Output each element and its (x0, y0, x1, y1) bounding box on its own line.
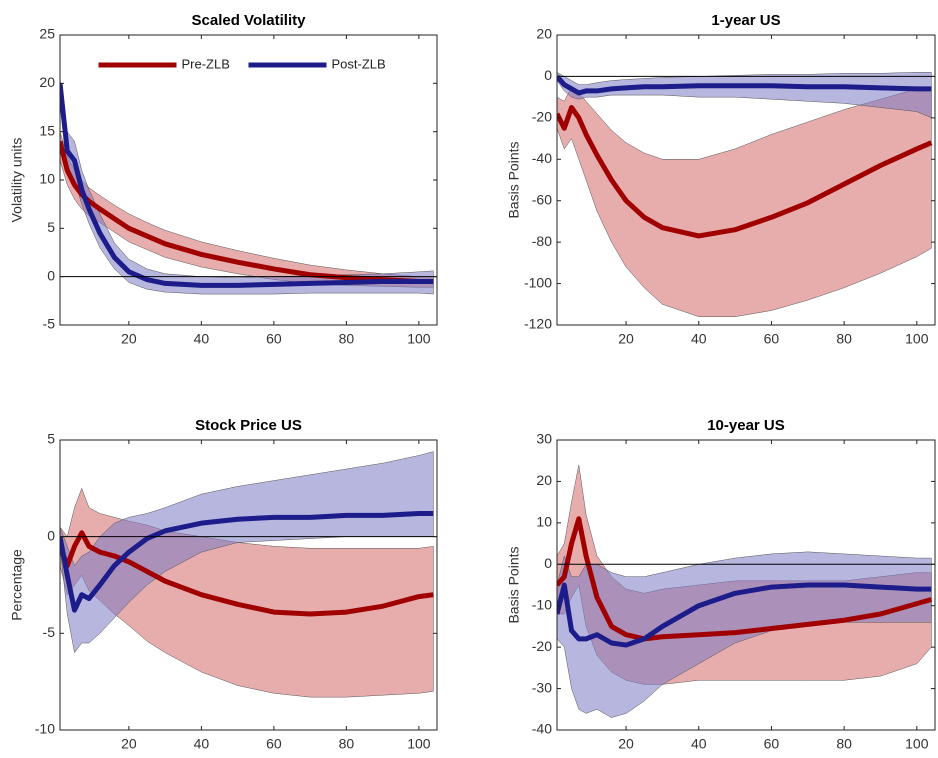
confidence-band (557, 86, 932, 317)
y-tick-label: 0 (47, 527, 55, 543)
x-tick-label: 60 (764, 736, 780, 752)
y-tick-label: -60 (532, 191, 552, 207)
x-tick-label: 40 (691, 331, 707, 347)
y-tick-label: 10 (536, 514, 552, 530)
y-tick-label: 0 (544, 555, 552, 571)
x-tick-label: 20 (121, 331, 137, 347)
series-line (557, 105, 933, 239)
y-tick-label: 0 (47, 267, 55, 283)
confidence-band (557, 551, 932, 718)
legend-label: Pre-ZLB (182, 56, 230, 71)
y-axis-label: Basis Points (506, 141, 522, 218)
y-tick-label: -80 (532, 233, 552, 249)
y-tick-label: 10 (39, 171, 55, 187)
legend-label: Post-ZLB (332, 56, 386, 71)
y-tick-label: 20 (536, 26, 552, 42)
y-tick-label: -30 (532, 679, 552, 695)
y-tick-label: 20 (39, 74, 55, 90)
subplot: 20 40 60 80 100 -5 0 5 10 15 20 25 Scaled Volatility… (9, 12, 438, 347)
chart-title: 1-year US (711, 12, 780, 29)
plot-area (60, 78, 437, 295)
subplot: 20 40 60 80 100 -40 -30 -20 -10 0 10 20 30 10-year US… (506, 417, 936, 752)
y-tick-label: -10 (532, 596, 552, 612)
x-tick-label: 80 (339, 331, 355, 347)
series-line (60, 530, 434, 617)
plot-area (557, 464, 935, 718)
y-tick-label: -10 (35, 721, 55, 737)
x-tick-label: 60 (266, 331, 282, 347)
chart-title: Stock Price US (195, 417, 302, 434)
axes-box (556, 439, 936, 731)
x-tick-label: 80 (836, 331, 852, 347)
y-tick-label: -20 (532, 109, 552, 125)
x-tick-label: 40 (194, 736, 210, 752)
x-tick-label: 20 (618, 736, 634, 752)
axes-box (556, 34, 936, 326)
x-tick-label: 60 (764, 331, 780, 347)
x-tick-label: 40 (194, 331, 210, 347)
y-tick-label: -40 (532, 150, 552, 166)
y-tick-label: -5 (43, 624, 56, 640)
y-tick-label: -20 (532, 638, 552, 654)
subplot: 20 40 60 80 100 -120 -100 -80 -60 -40 -20 0 20 1-year… (506, 12, 936, 347)
series-line (557, 582, 932, 648)
subplot: 20 40 60 80 100 -10 -5 0 5 Stock Price US Percenta… (9, 417, 438, 752)
confidence-band (60, 78, 434, 295)
y-tick-label: -120 (524, 316, 552, 332)
x-tick-label: 60 (266, 736, 282, 752)
y-tick-label: 20 (536, 472, 552, 488)
chart-title: Scaled Volatility (192, 12, 307, 29)
x-tick-label: 20 (618, 331, 634, 347)
x-tick-label: 100 (407, 331, 431, 347)
y-tick-label: -100 (524, 274, 552, 290)
y-tick-label: -5 (43, 316, 56, 332)
y-axis-label: Percentage (9, 549, 25, 621)
x-tick-label: 80 (339, 736, 355, 752)
chart-title: 10-year US (707, 417, 785, 434)
x-tick-label: 100 (905, 331, 929, 347)
axes-box (59, 439, 438, 731)
y-tick-label: 15 (39, 122, 55, 138)
y-axis-label: Volatility units (9, 138, 25, 223)
x-tick-label: 40 (691, 736, 707, 752)
y-tick-label: 25 (39, 26, 55, 42)
y-axis-label: Basis Points (506, 546, 522, 623)
y-tick-label: 30 (536, 431, 552, 447)
series-line (60, 510, 434, 613)
series-line (557, 74, 932, 96)
plot-area (557, 71, 935, 317)
x-tick-label: 100 (905, 736, 929, 752)
plot-area (60, 451, 437, 698)
series-line (60, 83, 434, 288)
y-tick-label: -40 (532, 721, 552, 737)
series-line (557, 516, 933, 642)
y-tick-label: 5 (47, 219, 55, 235)
y-tick-label: 5 (47, 431, 55, 447)
x-tick-label: 80 (836, 736, 852, 752)
x-tick-label: 20 (121, 736, 137, 752)
x-tick-label: 100 (407, 736, 431, 752)
y-tick-label: 0 (544, 67, 552, 83)
